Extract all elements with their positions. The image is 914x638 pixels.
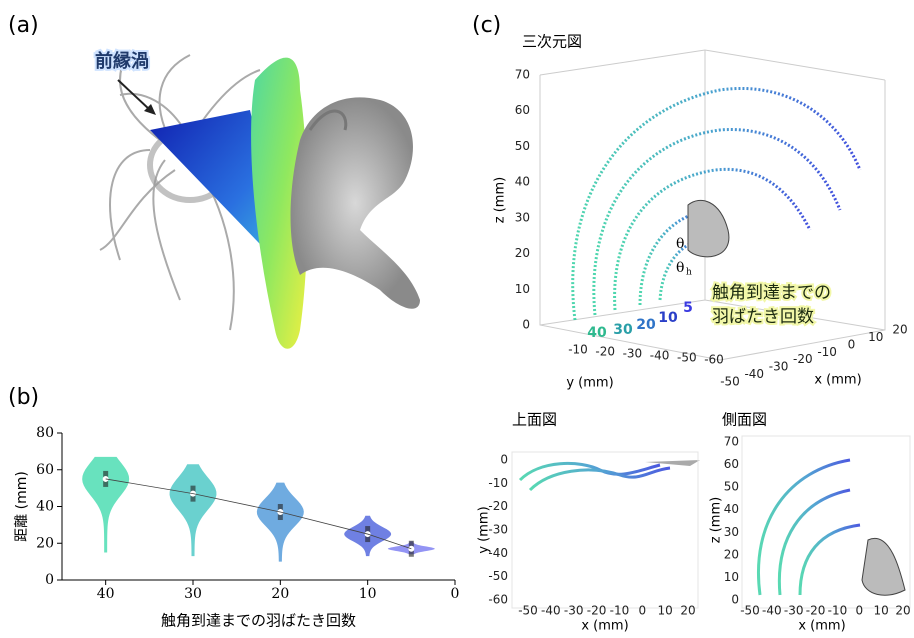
x-tick-label: -20 [793, 352, 813, 366]
y-tick-label: 0 [45, 572, 54, 588]
x-axis-label: x (mm) [814, 373, 861, 388]
side-body [862, 538, 905, 595]
y-tick-label: -10 [488, 476, 508, 490]
violin [170, 464, 217, 556]
z-tick-label: 0 [522, 318, 530, 332]
x-tick-label: -20 [587, 604, 607, 618]
z-tick-label: 70 [515, 68, 530, 82]
x-tick-label: -10 [610, 604, 630, 618]
annotation: 羽ばたき回数 [712, 307, 814, 327]
x-tick-label: 20 [892, 323, 907, 337]
z-tick-label: 40 [724, 502, 739, 516]
x-tick-label: -50 [518, 604, 538, 618]
y-tick-label: -50 [677, 351, 697, 365]
x-axis-label: x (mm) [798, 619, 845, 634]
x-tick-label: 0 [848, 337, 856, 351]
x-tick-label: -40 [541, 604, 561, 618]
z-tick-label: 40 [515, 175, 530, 189]
theta-sub: h [686, 268, 692, 278]
top-body [645, 460, 700, 466]
y-axis-label: y (mm) [566, 376, 613, 391]
x-tick-label: -50 [720, 375, 740, 389]
y-tick-label: 20 [36, 535, 54, 551]
x-tick-label: -10 [828, 604, 848, 618]
z-tick-label: 30 [515, 210, 530, 224]
panel-label: (b) [8, 385, 39, 410]
x-tick-label: -20 [806, 604, 826, 618]
body-outline [688, 200, 729, 257]
count-label: 10 [658, 310, 678, 326]
z-tick-label: 60 [515, 103, 530, 117]
y-tick-label: 80 [36, 425, 54, 441]
z-tick-label: 30 [724, 525, 739, 539]
x-tick-label: 10 [658, 604, 673, 618]
y-tick-label: -10 [568, 343, 588, 357]
x-tick-label: -50 [740, 604, 760, 618]
annotation: 前縁渦 [95, 50, 149, 72]
y-tick-label: -60 [488, 593, 508, 607]
count-label: 30 [613, 322, 633, 338]
figure: (a) (b) (c) 前縁渦 θ θ h 触角到達までの 羽ばたき回数 [0, 0, 914, 634]
count-label: 5 [683, 300, 693, 316]
x-tick-label: -10 [817, 345, 837, 359]
z-tick-label: 0 [731, 593, 739, 607]
z-tick-label: 50 [515, 139, 530, 153]
panel-label: (a) [8, 13, 39, 38]
z-axis-label: z (mm) [493, 177, 508, 223]
z-tick-label: 20 [515, 246, 530, 260]
panel-title: 側面図 [722, 411, 767, 429]
x-tick-label: 20 [680, 604, 695, 618]
x-tick-label: -30 [769, 360, 789, 374]
theta: θ [676, 260, 684, 276]
panel-title: 上面図 [512, 411, 557, 429]
z-tick-label: 60 [724, 457, 739, 471]
panel-label: (c) [472, 13, 501, 38]
x-tick-label: -30 [784, 604, 804, 618]
y-tick-label: -20 [595, 345, 615, 359]
y-tick-label: 60 [36, 462, 54, 478]
theta: θ [676, 236, 684, 252]
x-tick-label: 10 [874, 604, 889, 618]
y-tick-label: -30 [623, 347, 643, 361]
vortex-illustration [100, 50, 420, 349]
y-tick-label: 0 [500, 453, 508, 467]
x-tick-label: 10 [359, 586, 377, 602]
x-tick-label: -40 [762, 604, 782, 618]
z-tick-label: 10 [515, 282, 530, 296]
y-tick-label: -50 [488, 569, 508, 583]
x-tick-label: 40 [97, 586, 115, 602]
y-axis-label: 距離 (mm) [13, 471, 30, 542]
x-tick-label: 20 [271, 586, 289, 602]
z-tick-label: 50 [724, 480, 739, 494]
plot-frame [512, 452, 698, 608]
x-tick-label: 20 [895, 604, 910, 618]
side-cloud [758, 460, 860, 595]
x-tick-label: 30 [184, 586, 202, 602]
x-tick-label: 0 [638, 604, 646, 618]
z-axis-label: z (mm) [709, 497, 724, 543]
x-tick-label: 10 [868, 330, 883, 344]
x-axis-label: 触角到達までの羽ばたき回数 [161, 612, 356, 630]
violin [257, 483, 304, 562]
top-cloud [520, 463, 670, 490]
x-tick-label: -30 [564, 604, 584, 618]
z-tick-label: 70 [724, 435, 739, 449]
x-tick-label: 0 [451, 586, 460, 602]
z-tick-label: 20 [724, 547, 739, 561]
y-tick-label: 40 [36, 499, 54, 515]
panel-title: 三次元図 [522, 33, 582, 51]
y-tick-label: -40 [650, 349, 670, 363]
y-axis-label: y (mm) [477, 506, 492, 553]
y-tick-label: -60 [704, 353, 724, 367]
annotation: 触角到達までの [712, 283, 831, 303]
count-label: 40 [587, 325, 607, 341]
x-tick-label: -40 [744, 367, 764, 381]
x-tick-label: 0 [855, 604, 863, 618]
x-axis-label: x (mm) [581, 619, 628, 634]
z-tick-label: 10 [724, 570, 739, 584]
count-label: 20 [636, 317, 656, 333]
